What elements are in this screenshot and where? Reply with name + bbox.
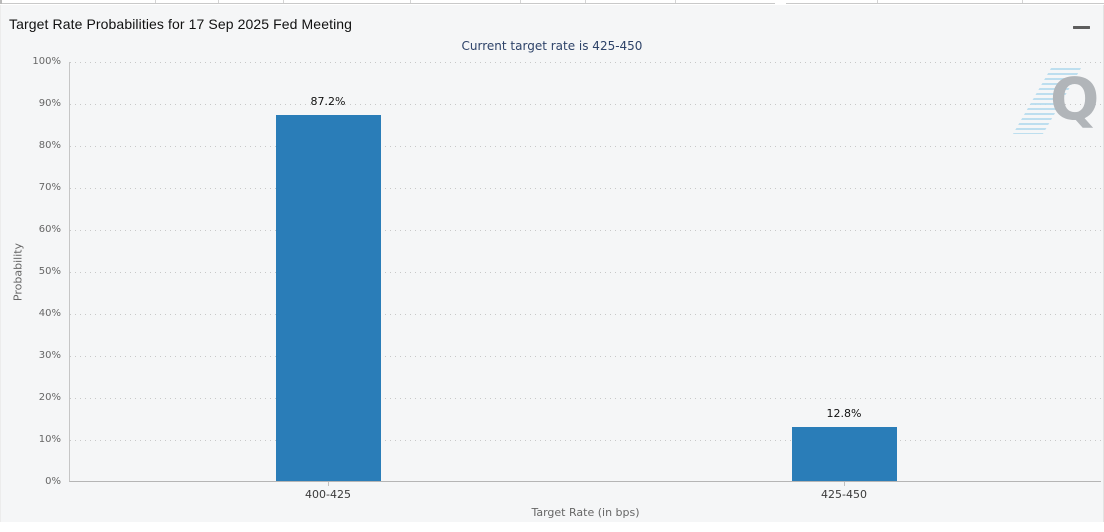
fedwatch-chart-panel: Target Rate Probabilities for 17 Sep 202… <box>0 5 1104 522</box>
gridline <box>70 272 1101 273</box>
y-tick-label: 10% <box>38 434 61 445</box>
y-tick-label: 30% <box>38 350 61 361</box>
gridline <box>70 440 1101 441</box>
plot-area: Target Rate (in bps) 87.2% 400-425 12.8% 42… <box>69 62 1101 519</box>
y-axis-labels: 0% 10% 20% 30% 40% 50% 60% 70% 80% 90% 100% <box>1 56 61 487</box>
gridline <box>70 146 1101 147</box>
bar-400-425[interactable] <box>275 114 381 481</box>
y-tick-label: 20% <box>38 392 61 403</box>
chart-subtitle: Current target rate is 425-450 <box>461 39 643 53</box>
y-tick-label: 0% <box>45 476 61 487</box>
x-axis-tick <box>328 482 329 486</box>
gridline <box>70 356 1101 357</box>
y-tick-label: 90% <box>38 98 61 109</box>
y-tick-label: 70% <box>38 182 61 193</box>
bar-value-label: 12.8% <box>826 407 862 421</box>
gridline <box>70 104 1101 105</box>
gridline <box>70 188 1101 189</box>
hamburger-menu-icon[interactable] <box>1073 18 1090 31</box>
table-edge-right-group <box>786 0 1104 4</box>
x-category-label: 400-425 <box>305 488 351 501</box>
y-tick-label: 80% <box>38 140 61 151</box>
table-edge-left-group <box>2 0 775 4</box>
table-left-edge <box>0 0 2 4</box>
bar-value-label: 87.2% <box>310 94 346 108</box>
gridline <box>70 314 1101 315</box>
x-axis-tick <box>844 482 845 486</box>
x-category-label: 425-450 <box>821 488 867 501</box>
y-axis-title: Probability <box>11 242 25 302</box>
x-axis-title: Target Rate (in bps) <box>531 506 640 519</box>
cropped-table-top-edge <box>0 0 1104 5</box>
y-tick-label: 50% <box>38 266 61 277</box>
gridline <box>70 398 1101 399</box>
chart-title: Target Rate Probabilities for 17 Sep 202… <box>9 16 353 32</box>
gridline <box>70 230 1101 231</box>
y-tick-label: 100% <box>32 56 61 67</box>
y-tick-label: 60% <box>38 224 61 235</box>
y-tick-label: 40% <box>38 308 61 319</box>
gridline <box>70 62 1101 63</box>
bar-425-450[interactable] <box>791 427 897 481</box>
